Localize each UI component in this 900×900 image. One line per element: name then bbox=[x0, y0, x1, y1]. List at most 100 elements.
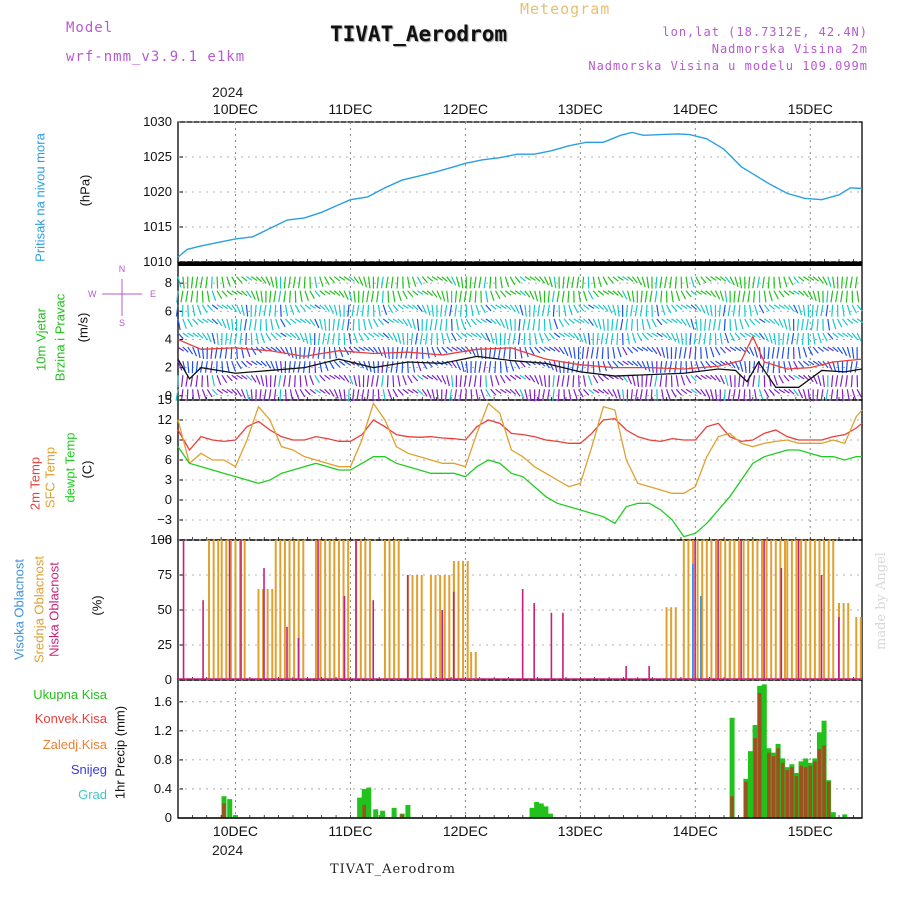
wind-barb bbox=[705, 290, 712, 296]
y-tick-label: 8 bbox=[165, 275, 172, 290]
cloud-low-bar bbox=[694, 540, 696, 680]
cloud-mid-bar bbox=[288, 540, 291, 680]
wind-barb bbox=[361, 389, 365, 401]
wind-barb bbox=[216, 332, 219, 345]
precip-conv-bar bbox=[790, 767, 794, 818]
bottom-year-label: 2024 bbox=[212, 842, 244, 858]
wind-barb bbox=[338, 389, 343, 401]
wind-barb bbox=[319, 276, 324, 287]
wind-barb bbox=[851, 304, 858, 314]
cloud-low-bar bbox=[202, 600, 204, 680]
cloud-mid-bar bbox=[225, 540, 228, 680]
wind-barb bbox=[304, 332, 309, 344]
wind-barb bbox=[192, 332, 199, 338]
wind-barb bbox=[816, 389, 819, 402]
wind-barb bbox=[187, 304, 189, 317]
precip-total-bar bbox=[361, 788, 367, 818]
y-tick-label: 0.4 bbox=[154, 781, 172, 796]
wind-barb bbox=[846, 389, 850, 401]
cloud-low-bar bbox=[286, 626, 288, 680]
wind-barb bbox=[353, 332, 358, 344]
precip-total-bar bbox=[380, 810, 386, 818]
wind-barb bbox=[441, 276, 448, 282]
wind-barb bbox=[319, 304, 326, 311]
wind-barb bbox=[788, 304, 795, 312]
wind-barb bbox=[426, 290, 434, 297]
wind-barb bbox=[241, 276, 248, 282]
wind-barb bbox=[347, 304, 350, 317]
wind-barb bbox=[480, 304, 486, 314]
wind-barb bbox=[836, 389, 839, 402]
wind-barb bbox=[480, 318, 487, 324]
wind-barb bbox=[727, 389, 731, 401]
wind-barb bbox=[338, 346, 344, 358]
wind-barb bbox=[485, 318, 492, 324]
precip-conv-bar bbox=[803, 767, 808, 818]
wind-barb bbox=[534, 375, 540, 385]
y-tick-label: 1.2 bbox=[154, 723, 172, 738]
cloud-mid-bar bbox=[257, 589, 260, 680]
wind-barb bbox=[700, 276, 707, 284]
wind-barb bbox=[631, 332, 637, 344]
wind-barb bbox=[380, 276, 384, 289]
wind-barb bbox=[830, 389, 834, 401]
wind-barb bbox=[524, 304, 527, 317]
wind-barb bbox=[436, 290, 442, 300]
wind-barb bbox=[719, 332, 723, 345]
wind-barb bbox=[602, 304, 609, 312]
wind-barb bbox=[514, 388, 521, 397]
wind-barb bbox=[449, 389, 453, 401]
wind-barb bbox=[460, 361, 465, 373]
wind-barb bbox=[348, 332, 352, 345]
wind-barb bbox=[773, 375, 778, 386]
wind-barb bbox=[631, 276, 638, 284]
wind-barb bbox=[221, 388, 229, 394]
wind-barb bbox=[534, 332, 538, 345]
wind-barb bbox=[636, 332, 643, 342]
wind-barb bbox=[763, 389, 770, 398]
wind-barb bbox=[324, 388, 331, 395]
wind-barb bbox=[557, 389, 560, 402]
cloud-mid-bar bbox=[229, 540, 232, 680]
wind-barb bbox=[641, 332, 648, 340]
wind-barb bbox=[739, 346, 746, 353]
wind-barb bbox=[856, 304, 863, 312]
wind-barb bbox=[192, 389, 195, 402]
wind-barb bbox=[737, 290, 741, 303]
wind-barb bbox=[385, 276, 389, 289]
cloud-mid-bar bbox=[324, 540, 327, 680]
temp-2m-line bbox=[177, 417, 863, 452]
wind-barb bbox=[265, 318, 268, 331]
wind-barb bbox=[221, 374, 228, 384]
cloud-mid-bar bbox=[217, 540, 220, 680]
wind-barb bbox=[558, 346, 565, 355]
pressure-unit: (hPa) bbox=[77, 174, 93, 207]
wind-barb bbox=[641, 360, 647, 371]
wind-ylabel-1: 10m Vjetar bbox=[33, 308, 49, 371]
cloud-mid-bar bbox=[474, 652, 477, 680]
wind-barb bbox=[534, 346, 541, 354]
wind-barb bbox=[810, 318, 814, 331]
wind-barb bbox=[822, 346, 829, 352]
wind-barb bbox=[680, 290, 687, 300]
wind-barb bbox=[211, 388, 218, 396]
wind-barb bbox=[519, 304, 524, 316]
wind-barb bbox=[519, 374, 527, 380]
wind-barb bbox=[695, 360, 700, 372]
wind-barb bbox=[807, 276, 815, 281]
wind-barb bbox=[294, 304, 301, 314]
cloud-mid-bar bbox=[804, 540, 807, 680]
wind-barb bbox=[712, 318, 717, 331]
precip-conv-bar bbox=[730, 796, 734, 818]
cloud-mid-bar bbox=[760, 540, 763, 680]
wind-barb bbox=[382, 318, 390, 324]
wind-barb bbox=[206, 332, 212, 343]
wind-barb bbox=[512, 332, 516, 345]
wind-barb bbox=[468, 375, 472, 387]
wind-barb bbox=[719, 276, 727, 282]
wind-barb bbox=[724, 290, 728, 303]
wind-barb bbox=[177, 360, 183, 371]
wind-barb bbox=[641, 346, 649, 352]
wind-barb bbox=[674, 276, 677, 289]
wind-barb bbox=[778, 276, 782, 289]
